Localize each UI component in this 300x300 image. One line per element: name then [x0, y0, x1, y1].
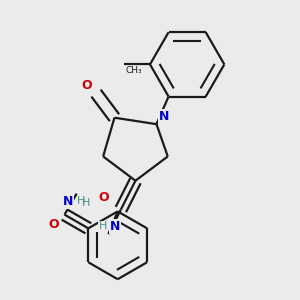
Text: H: H — [76, 196, 85, 206]
Text: O: O — [48, 218, 58, 231]
Text: H: H — [98, 221, 107, 231]
Text: N: N — [63, 195, 74, 208]
Text: H: H — [82, 199, 90, 208]
Text: N: N — [159, 110, 169, 122]
Text: O: O — [82, 79, 92, 92]
Text: N: N — [110, 220, 121, 233]
Text: CH₃: CH₃ — [126, 66, 142, 75]
Text: O: O — [98, 190, 109, 204]
